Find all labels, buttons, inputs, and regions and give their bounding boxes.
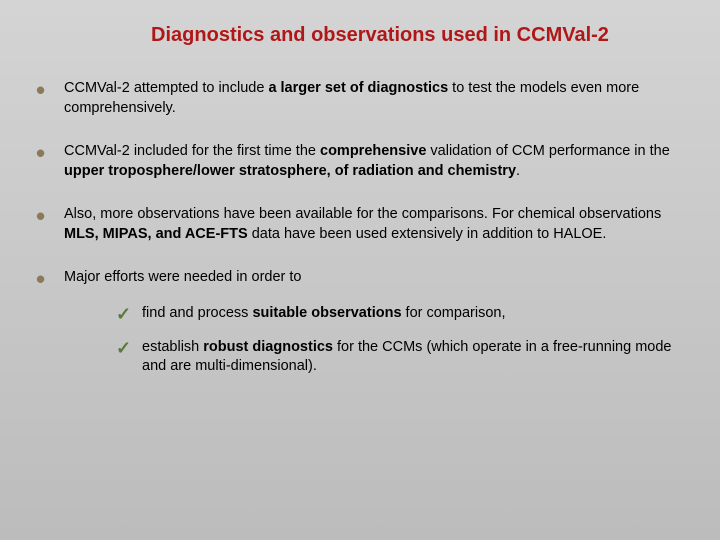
bullet-list: CCMVal-2 attempted to include a larger s…: [36, 79, 684, 377]
bold-text: MLS, MIPAS, and ACE-FTS: [64, 226, 248, 242]
bold-text: upper troposphere/lower stratosphere, of…: [64, 163, 516, 179]
text-segment: CCMVal-2 attempted to include: [64, 80, 268, 96]
text-segment: establish: [142, 339, 203, 355]
text-segment: CCMVal-2 included for the first time the: [64, 143, 320, 159]
bold-text: comprehensive: [320, 143, 426, 159]
sub-list: find and process suitable observations f…: [116, 304, 684, 377]
text-segment: .: [516, 163, 520, 179]
text-segment: Major efforts were needed in order to: [64, 269, 302, 285]
bold-text: robust diagnostics: [203, 339, 333, 355]
text-segment: data have been used extensively in addit…: [248, 226, 607, 242]
bold-text: a larger set of diagnostics: [268, 80, 448, 96]
bullet-item-3: Also, more observations have been availa…: [36, 205, 684, 244]
sub-item-1: find and process suitable observations f…: [116, 304, 684, 324]
text-segment: Also, more observations have been availa…: [64, 206, 661, 222]
sub-item-2: establish robust diagnostics for the CCM…: [116, 338, 684, 377]
bullet-item-2: CCMVal-2 included for the first time the…: [36, 142, 684, 181]
text-segment: find and process: [142, 305, 252, 321]
slide-title: Diagnostics and observations used in CCM…: [76, 24, 684, 47]
bullet-item-1: CCMVal-2 attempted to include a larger s…: [36, 79, 684, 118]
bullet-item-4: Major efforts were needed in order to fi…: [36, 268, 684, 376]
slide: Diagnostics and observations used in CCM…: [0, 0, 720, 540]
text-segment: validation of CCM performance in the: [426, 143, 669, 159]
text-segment: for comparison,: [402, 305, 506, 321]
bold-text: suitable observations: [252, 305, 401, 321]
